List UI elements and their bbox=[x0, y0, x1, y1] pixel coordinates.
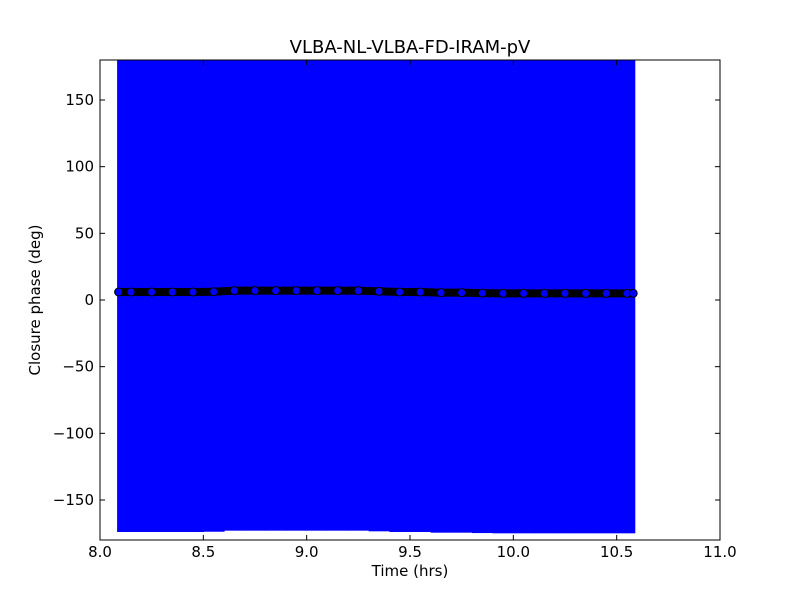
data-point bbox=[560, 288, 570, 298]
y-tick-label: 0 bbox=[84, 291, 94, 309]
data-point bbox=[167, 287, 177, 297]
error-bar bbox=[306, 60, 328, 531]
x-tick-label: 10.0 bbox=[497, 543, 530, 561]
data-point bbox=[519, 288, 529, 298]
data-point bbox=[353, 286, 363, 296]
data-point bbox=[539, 288, 549, 298]
data-point bbox=[581, 288, 591, 298]
data-point bbox=[628, 288, 638, 298]
x-tick-label: 9.0 bbox=[295, 543, 319, 561]
error-bar bbox=[327, 60, 349, 531]
data-point bbox=[312, 286, 322, 296]
x-axis-label: Time (hrs) bbox=[371, 562, 449, 580]
data-point bbox=[498, 288, 508, 298]
data-markers bbox=[114, 286, 638, 298]
data-point bbox=[271, 286, 281, 296]
error-bar bbox=[348, 60, 370, 531]
data-point bbox=[291, 286, 301, 296]
data-point bbox=[457, 288, 467, 298]
data-point bbox=[415, 287, 425, 297]
x-tick-label: 10.5 bbox=[600, 543, 633, 561]
data-point bbox=[209, 287, 219, 297]
data-point bbox=[395, 287, 405, 297]
data-point bbox=[374, 286, 384, 296]
y-tick-label: −100 bbox=[53, 424, 94, 442]
chart-title: VLBA-NL-VLBA-FD-IRAM-pV bbox=[290, 37, 531, 58]
x-tick-label: 8.5 bbox=[191, 543, 215, 561]
data-point bbox=[229, 286, 239, 296]
x-tick-label: 11.0 bbox=[703, 543, 736, 561]
error-bar bbox=[224, 60, 246, 531]
y-tick-label: −150 bbox=[53, 491, 94, 509]
data-point bbox=[114, 287, 124, 297]
y-axis-label: Closure phase (deg) bbox=[26, 225, 44, 376]
data-point bbox=[126, 287, 136, 297]
x-tick-label: 9.5 bbox=[398, 543, 422, 561]
data-point bbox=[188, 287, 198, 297]
x-axis-ticks: 8.0 8.5 9.0 9.5 10.0 10.5 11.0 bbox=[88, 60, 737, 561]
data-point bbox=[436, 288, 446, 298]
y-tick-label: 100 bbox=[65, 158, 94, 176]
data-point bbox=[333, 286, 343, 296]
y-tick-label: 50 bbox=[75, 224, 94, 242]
data-point bbox=[147, 287, 157, 297]
y-tick-label: 150 bbox=[65, 91, 94, 109]
error-bar bbox=[286, 60, 308, 531]
y-tick-label: −50 bbox=[62, 358, 94, 376]
x-tick-label: 8.0 bbox=[88, 543, 112, 561]
y-axis-ticks: −150 −100 −50 0 50 100 150 bbox=[53, 91, 720, 509]
error-bar bbox=[244, 60, 266, 531]
error-bar bbox=[265, 60, 287, 531]
data-point bbox=[250, 286, 260, 296]
data-point bbox=[477, 288, 487, 298]
data-point bbox=[601, 288, 611, 298]
